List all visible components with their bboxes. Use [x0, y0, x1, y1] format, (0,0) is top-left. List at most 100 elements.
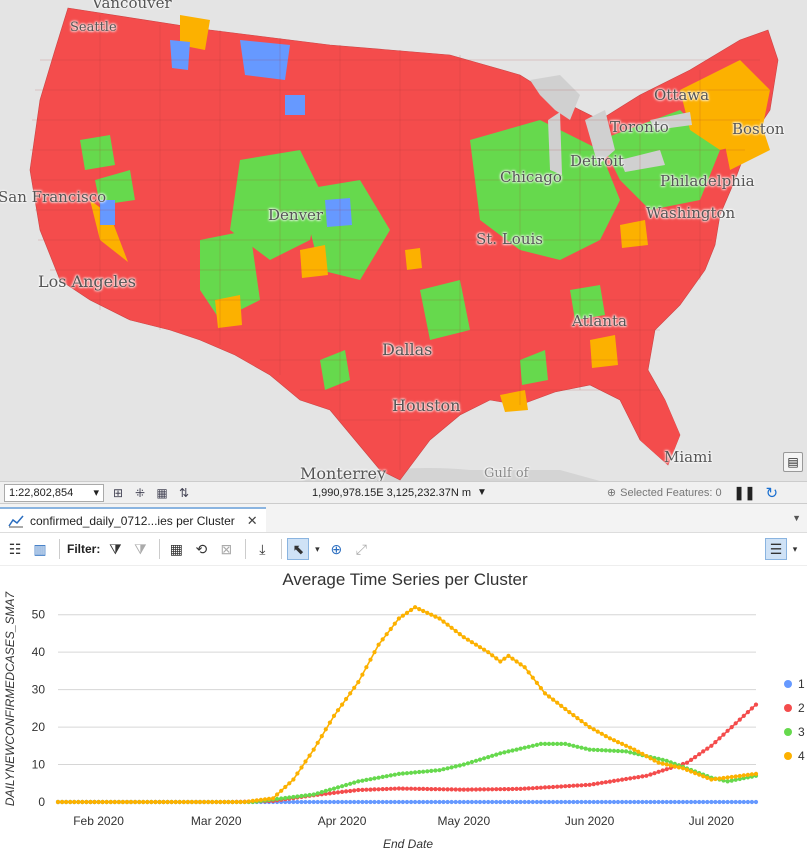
data-point — [307, 799, 312, 805]
series-2[interactable] — [55, 702, 759, 805]
data-point — [563, 784, 568, 789]
filter-extent-icon[interactable]: ⧩ — [109, 540, 122, 557]
filter-selection-icon[interactable]: ⧩ — [134, 540, 147, 557]
data-point — [181, 799, 186, 805]
series-4[interactable] — [55, 605, 759, 805]
close-icon[interactable]: ✕ — [246, 512, 258, 528]
map-view[interactable]: Vancouver Seattle Ottawa Toronto Boston … — [0, 0, 807, 481]
legend-icon[interactable]: ☰ — [765, 538, 787, 560]
data-point — [404, 610, 410, 615]
data-point — [587, 782, 592, 787]
data-point — [425, 610, 430, 615]
full-extent-icon[interactable]: ⤢ — [355, 540, 367, 557]
data-point — [656, 799, 661, 805]
data-point — [510, 748, 515, 753]
data-point — [737, 776, 742, 782]
data-point — [340, 784, 345, 789]
data-point — [737, 717, 742, 722]
chart-properties-icon[interactable]: ☷ — [8, 540, 22, 557]
chevron-down-icon[interactable]: ▾ — [315, 543, 320, 554]
data-point — [344, 696, 349, 702]
data-point — [526, 786, 531, 791]
data-point — [234, 799, 239, 805]
data-point — [384, 786, 389, 792]
data-point — [551, 697, 556, 702]
chevron-down-icon[interactable]: ▼ — [477, 487, 487, 498]
fixed-zoom-icon[interactable]: ⊞ — [112, 485, 124, 500]
data-point — [486, 755, 491, 760]
data-point — [571, 783, 576, 788]
data-point — [250, 798, 255, 803]
data-point — [331, 799, 337, 805]
data-point — [664, 767, 669, 772]
data-point — [364, 799, 369, 805]
data-point — [579, 745, 584, 750]
city-label-washington: Washington — [646, 204, 736, 222]
data-point — [461, 635, 466, 640]
data-point — [425, 799, 430, 805]
data-point — [372, 787, 377, 792]
data-point — [494, 656, 499, 661]
clear-icon[interactable]: ⊠ — [220, 540, 233, 557]
chart-panel[interactable]: Average Time Series per Cluster DAILYNEW… — [0, 566, 807, 851]
scale-dropdown[interactable]: 1:22,802,854 ▾ — [4, 483, 104, 502]
county-choropleth[interactable] — [0, 0, 807, 481]
select-icon[interactable]: ⬉ — [287, 538, 310, 560]
sync-icon[interactable]: ⟲ — [195, 540, 208, 557]
data-point — [607, 748, 613, 753]
data-point — [749, 772, 755, 777]
legend-label: 1 — [798, 677, 805, 691]
city-label-toronto: Toronto — [610, 118, 669, 136]
data-point — [506, 787, 511, 792]
data-point — [713, 776, 718, 782]
refresh-icon[interactable]: ↻ — [765, 484, 779, 502]
tab-chart[interactable]: confirmed_daily_0712...ies per Cluster ✕ — [0, 507, 266, 532]
zoom-icon[interactable]: ⊕ — [330, 540, 343, 557]
data-point — [591, 727, 596, 732]
data-point — [469, 787, 474, 792]
data-point — [461, 799, 466, 805]
data-point — [429, 799, 434, 805]
data-point — [648, 756, 653, 761]
data-point — [327, 791, 332, 796]
data-point — [254, 798, 259, 803]
data-point — [482, 756, 487, 761]
data-point — [526, 670, 531, 675]
data-point — [388, 799, 393, 805]
line-chart[interactable]: Average Time Series per Cluster DAILYNEW… — [0, 566, 807, 851]
data-point — [640, 799, 645, 805]
data-point — [202, 799, 207, 805]
data-point — [628, 776, 633, 781]
data-point — [376, 787, 381, 792]
city-label-vancouver: Vancouver — [92, 0, 172, 12]
data-point — [275, 792, 280, 797]
data-point — [644, 799, 649, 805]
data-point — [340, 789, 345, 794]
city-label-miami: Miami — [664, 448, 713, 466]
pause-drawing-icon[interactable]: ❚❚ — [733, 484, 756, 500]
x-tick-label: Feb 2020 — [73, 814, 124, 828]
data-point — [327, 799, 332, 805]
selected-features[interactable]: ⊕ Selected Features: 0 — [607, 486, 722, 500]
data-point — [555, 799, 560, 805]
data-point — [538, 799, 544, 805]
tab-menu-icon[interactable]: ▼ — [792, 513, 801, 523]
city-label-boston: Boston — [732, 120, 785, 138]
data-point — [745, 772, 751, 777]
bar-chart-icon[interactable]: ▥ — [33, 540, 47, 557]
data-point — [392, 799, 397, 805]
table-icon[interactable]: ▦ — [169, 540, 183, 557]
basemap-toggle-icon[interactable]: ▤ — [783, 452, 803, 472]
data-point — [271, 796, 276, 801]
rotate-icon[interactable]: ⇅ — [178, 485, 190, 500]
data-point — [575, 783, 580, 788]
city-label-philadelphia: Philadelphia — [660, 172, 755, 190]
data-point — [693, 771, 698, 776]
chevron-down-icon[interactable]: ▾ — [792, 543, 798, 554]
grid-icon[interactable]: ⁜ — [134, 485, 146, 500]
data-point — [571, 799, 576, 805]
data-point — [149, 799, 154, 805]
data-point — [741, 799, 746, 805]
table-grid-icon[interactable]: ▦ — [156, 485, 168, 500]
export-icon[interactable]: ⤓ — [259, 540, 266, 557]
